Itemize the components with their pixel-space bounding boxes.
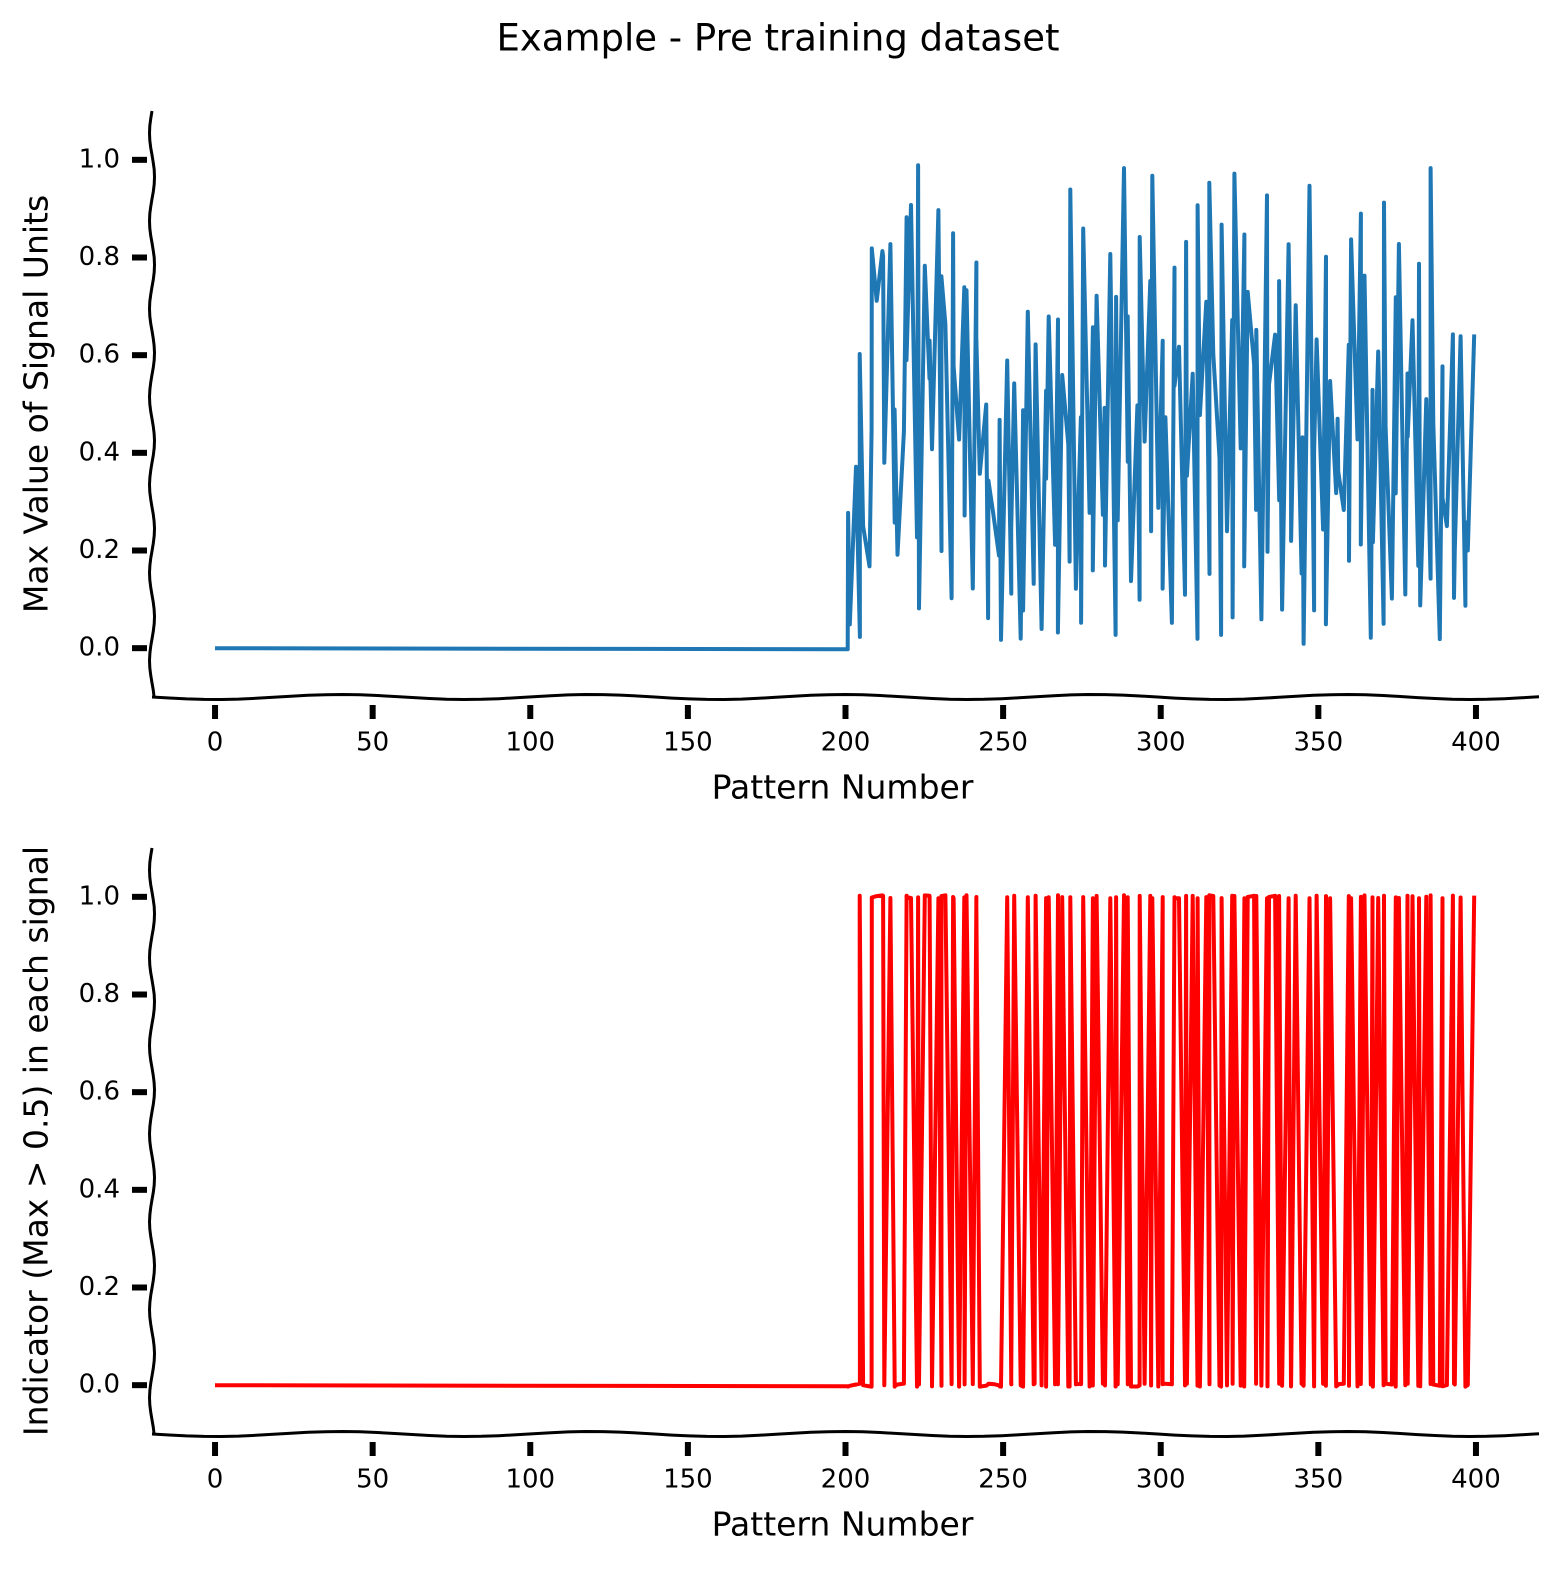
x-tick-label: 50 (356, 728, 389, 758)
y-tick-label: 0.4 (79, 437, 120, 467)
y-tick-label: 0.6 (79, 1077, 120, 1107)
y-tick-label: 0.0 (79, 1370, 120, 1400)
x-tick-label: 100 (505, 1465, 555, 1495)
x-tick-label: 350 (1294, 728, 1344, 758)
x-tick-label: 350 (1294, 1465, 1344, 1495)
x-tick-label: 250 (978, 1465, 1028, 1495)
y-tick-label: 0.0 (79, 633, 120, 663)
x-tick-label: 300 (1136, 1465, 1186, 1495)
x-tick-label: 150 (663, 1465, 713, 1495)
y-tick-label: 0.2 (79, 1272, 120, 1302)
x-axis-spine (151, 1429, 1540, 1439)
x-axis-label: Pattern Number (712, 1505, 974, 1544)
y-tick-label: 0.8 (79, 242, 120, 272)
x-tick-label: 250 (978, 728, 1028, 758)
y-tick-label: 0.8 (79, 979, 120, 1009)
x-tick-label: 300 (1136, 728, 1186, 758)
y-tick-label: 0.6 (79, 340, 120, 370)
subplot: 0.0 0.2 0.4 0.6 0.8 1.0 0 50 100 150 200 250 300 350 4… (17, 846, 1540, 1544)
y-axis-spine (147, 847, 157, 1435)
x-tick-label: 100 (505, 728, 555, 758)
figure-title: Example - Pre training dataset (497, 17, 1060, 60)
y-tick-label: 0.2 (79, 535, 120, 565)
x-tick-label: 50 (356, 1465, 389, 1495)
x-tick-label: 150 (663, 728, 713, 758)
x-tick-label: 200 (821, 728, 871, 758)
x-tick-label: 400 (1451, 728, 1501, 758)
data-line (214, 893, 1477, 1389)
x-axis-label: Pattern Number (712, 768, 974, 807)
subplot: 0.0 0.2 0.4 0.6 0.8 1.0 0 50 100 150 200 250 300 350 4… (17, 110, 1540, 807)
x-tick-label: 0 (207, 1465, 224, 1495)
y-axis-spine (147, 110, 157, 698)
x-tick-label: 400 (1451, 1465, 1501, 1495)
y-axis-label: Max Value of Signal Units (17, 195, 56, 613)
x-axis-spine (151, 692, 1540, 702)
y-tick-label: 1.0 (79, 881, 120, 911)
y-tick-label: 0.4 (79, 1174, 120, 1204)
data-line (214, 163, 1477, 652)
y-tick-label: 1.0 (79, 144, 120, 174)
x-tick-label: 200 (821, 1465, 871, 1495)
x-tick-label: 0 (207, 728, 224, 758)
y-axis-label: Indicator (Max > 0.5) in each signal (17, 846, 56, 1436)
